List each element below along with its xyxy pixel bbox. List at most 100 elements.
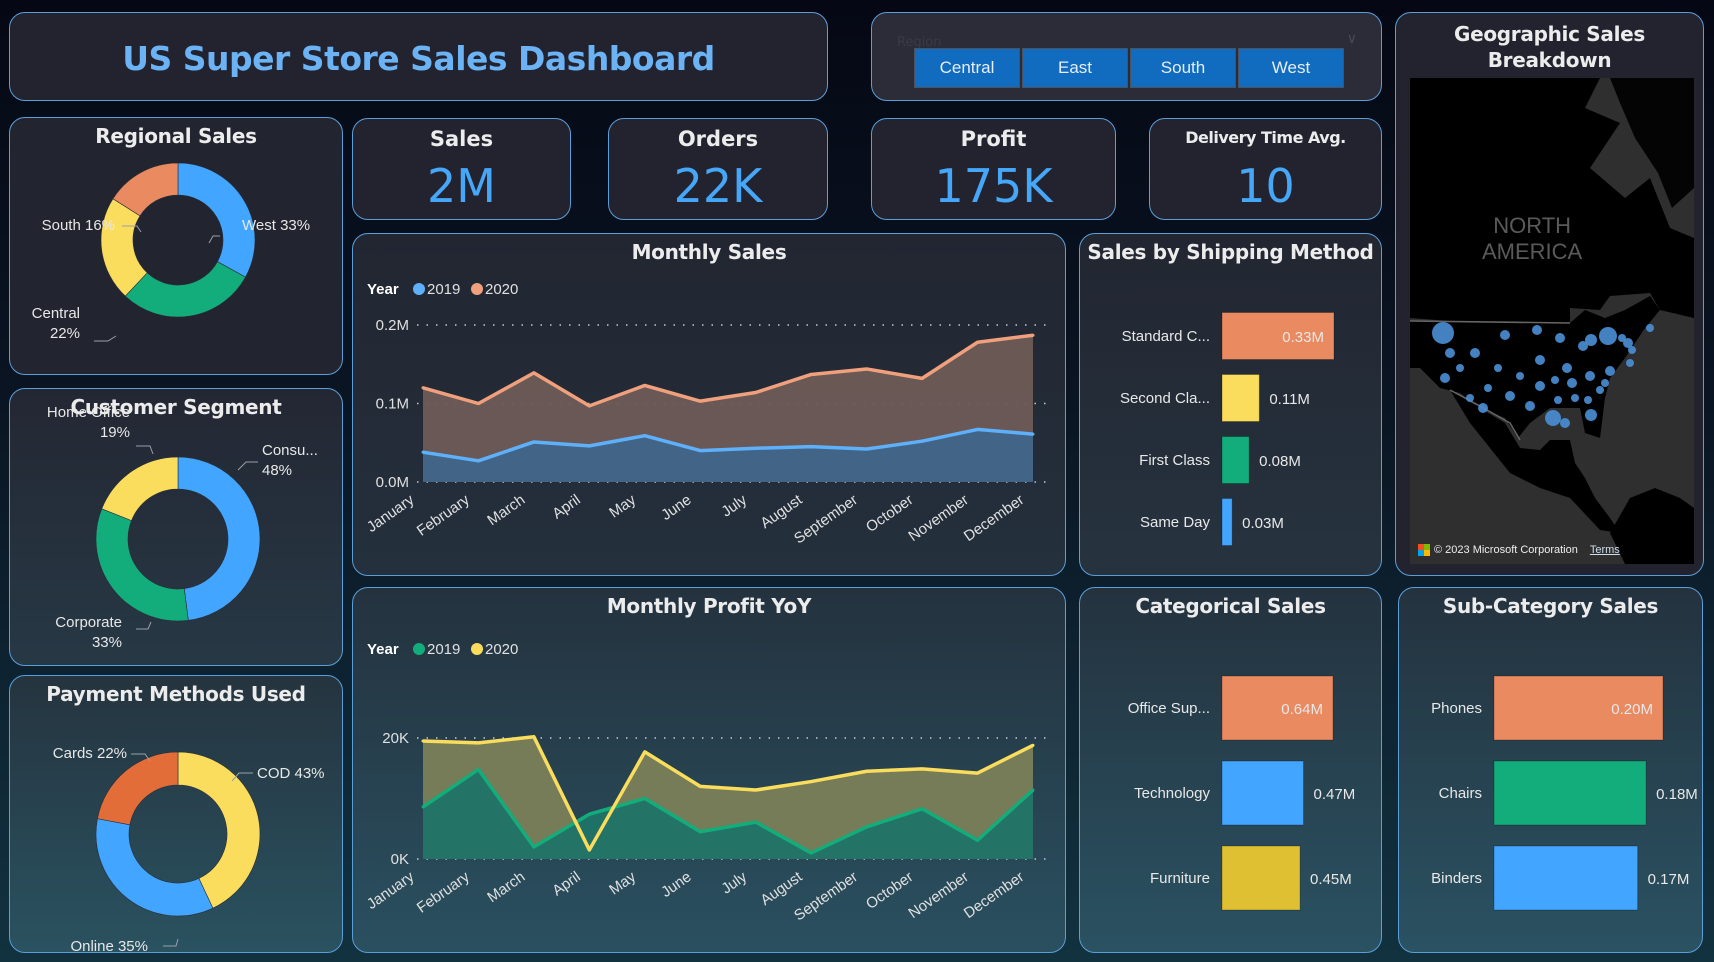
data-point-2019[interactable] [1031,788,1035,792]
data-point-2020[interactable] [809,780,813,784]
data-point-2019[interactable] [976,427,980,431]
data-point-2019[interactable] [532,845,536,849]
map-bubble[interactable] [1623,338,1633,348]
map-bubble[interactable] [1505,391,1515,401]
data-point-2020[interactable] [865,367,869,371]
data-point-2019[interactable] [532,440,536,444]
donut-slice-east[interactable] [124,261,246,318]
data-point-2019[interactable] [587,812,591,816]
data-point-2020[interactable] [920,767,924,771]
data-point-2019[interactable] [421,450,425,454]
donut-slice-home-office[interactable] [101,456,179,521]
map-bubble[interactable] [1646,324,1654,332]
legend-label-2020[interactable]: 2020 [485,281,518,298]
data-point-2020[interactable] [421,386,425,390]
data-point-2019[interactable] [476,767,480,771]
map-bubble[interactable] [1532,325,1542,335]
data-point-2020[interactable] [865,769,869,773]
map-bubble[interactable] [1500,330,1510,340]
series-line-2020[interactable] [422,333,1034,408]
map-bubble[interactable] [1585,334,1597,346]
slicer-option-south[interactable]: South [1130,48,1236,88]
data-point-2020[interactable] [1031,333,1035,337]
map-bubble[interactable] [1535,381,1545,391]
map-bubble[interactable] [1494,364,1502,372]
map-bubble[interactable] [1445,348,1455,358]
chevron-down-icon[interactable]: ∨ [1346,31,1357,47]
map-bubble[interactable] [1562,363,1572,373]
donut-slice-cod[interactable] [177,751,261,909]
data-point-2020[interactable] [976,771,980,775]
map-bubble[interactable] [1578,341,1588,351]
data-point-2020[interactable] [754,391,758,395]
map-bubble[interactable] [1478,403,1488,413]
legend-marker-2020[interactable] [471,643,483,655]
data-point-2020[interactable] [643,750,647,754]
series-line-2019[interactable] [422,427,1034,463]
data-point-2020[interactable] [976,340,980,344]
data-point-2020[interactable] [421,739,425,743]
map-bubble[interactable] [1456,364,1464,372]
data-point-2020[interactable] [920,376,924,380]
map-bubble[interactable] [1554,396,1562,404]
data-point-2019[interactable] [698,449,702,453]
bar[interactable] [1221,845,1301,911]
slicer-option-east[interactable]: East [1022,48,1128,88]
legend-marker-2020[interactable] [471,283,483,295]
legend-label-2020[interactable]: 2020 [485,641,518,658]
data-point-2019[interactable] [476,459,480,463]
bar[interactable] [1493,845,1639,911]
map-bubble[interactable] [1484,384,1492,392]
data-point-2019[interactable] [920,439,924,443]
data-point-2019[interactable] [698,830,702,834]
map-bubble[interactable] [1626,359,1634,367]
data-point-2020[interactable] [698,784,702,788]
legend-marker-2019[interactable] [413,283,425,295]
data-point-2019[interactable] [920,807,924,811]
map-terms-link[interactable]: Terms [1589,544,1620,556]
map-bubble[interactable] [1596,386,1604,394]
map-bubble[interactable] [1567,378,1577,388]
data-point-2020[interactable] [1031,743,1035,747]
map-bubble[interactable] [1432,322,1454,344]
map-bubble[interactable] [1601,379,1609,387]
legend-label-2019[interactable]: 2019 [427,281,460,298]
map-bubble[interactable] [1555,333,1565,343]
data-point-2020[interactable] [587,848,591,852]
donut-slice-south[interactable] [112,162,179,217]
map-bubble[interactable] [1525,401,1535,411]
donut-slice-consumer[interactable] [177,456,261,621]
map-bubble[interactable] [1628,346,1636,354]
bar[interactable] [1221,760,1305,826]
bar[interactable] [1221,675,1334,741]
data-point-2019[interactable] [1031,432,1035,436]
data-point-2020[interactable] [476,402,480,405]
map-bubble[interactable] [1551,376,1559,384]
legend-label-2019[interactable]: 2019 [427,641,460,658]
map-bubble[interactable] [1599,327,1617,345]
map-bubble[interactable] [1535,355,1545,365]
bar[interactable] [1493,760,1647,826]
data-point-2019[interactable] [643,434,647,438]
data-point-2019[interactable] [587,444,591,448]
data-point-2019[interactable] [421,805,425,809]
donut-slice-online[interactable] [95,818,214,917]
donut-slice-west[interactable] [177,162,256,278]
slicer-option-west[interactable]: West [1238,48,1344,88]
data-point-2019[interactable] [976,838,980,842]
data-point-2019[interactable] [865,447,869,451]
data-point-2019[interactable] [643,797,647,800]
map-bubble[interactable] [1470,348,1480,358]
bar[interactable] [1221,436,1250,484]
data-point-2020[interactable] [532,371,536,375]
map-bubble[interactable] [1585,371,1595,381]
map-bubble[interactable] [1560,418,1570,428]
map-bubble[interactable] [1545,410,1561,426]
map-bubble[interactable] [1440,373,1450,383]
data-point-2019[interactable] [754,820,758,824]
data-point-2019[interactable] [754,446,758,450]
data-point-2020[interactable] [754,788,758,792]
data-point-2020[interactable] [809,372,813,376]
series-line-2020[interactable] [422,735,1034,852]
bar[interactable] [1221,374,1260,422]
